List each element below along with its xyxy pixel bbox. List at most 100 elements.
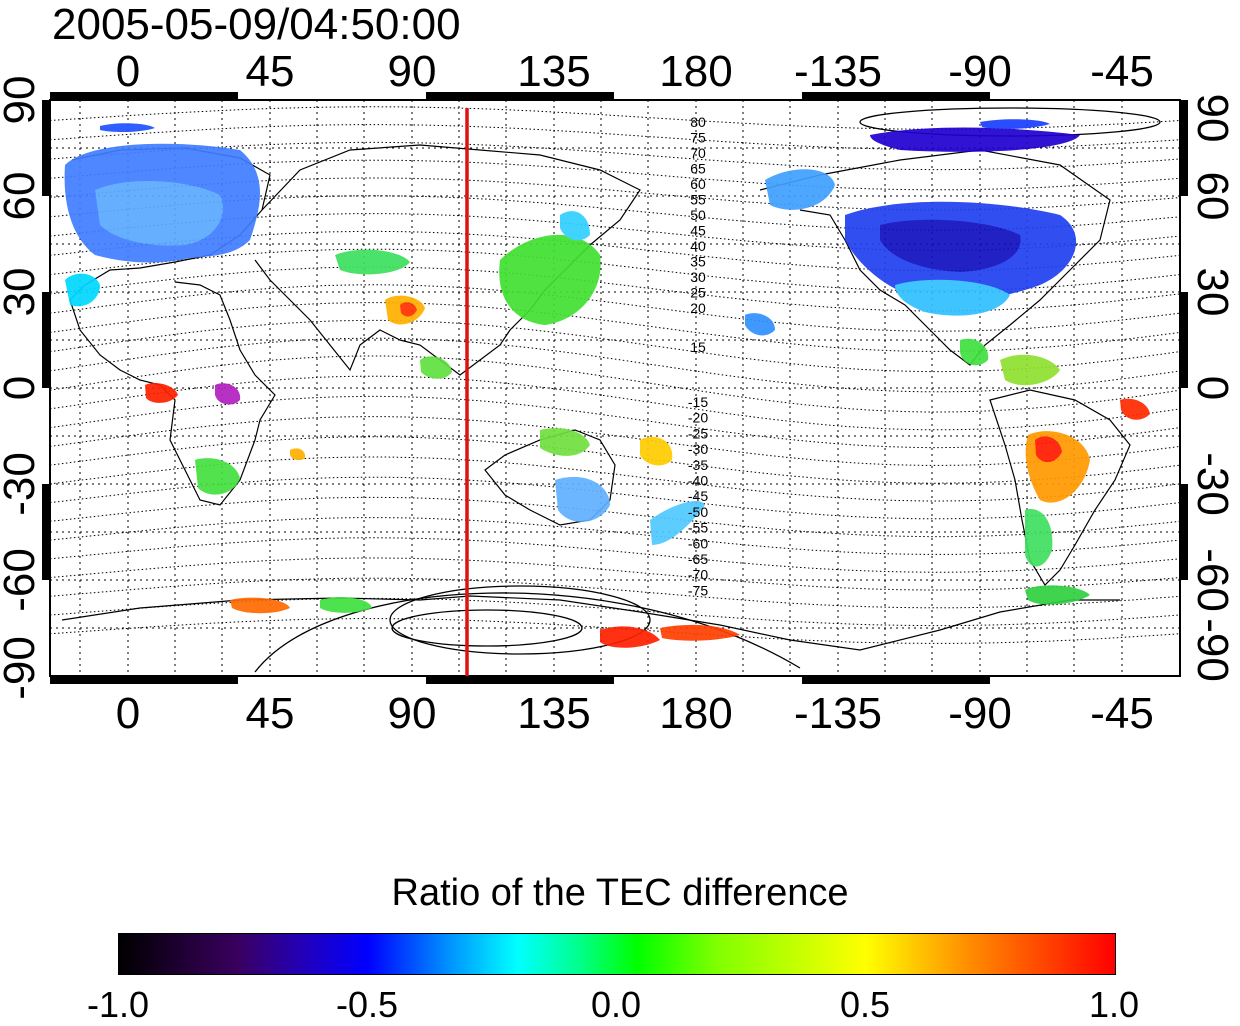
right-lat-label: -60 bbox=[1188, 548, 1237, 612]
top-lon-label: 90 bbox=[388, 47, 437, 96]
bottom-lon-label: -45 bbox=[1090, 689, 1154, 738]
left-latitude-axis: 90 60 30 0 -30 -60 -90 bbox=[0, 76, 44, 700]
magnetic-latitude-label: -65 bbox=[688, 551, 708, 567]
magnetic-latitude-label: 60 bbox=[690, 176, 706, 192]
patch-s-america-n bbox=[1000, 354, 1060, 386]
colorbar-tick-label: -1.0 bbox=[86, 984, 150, 1025]
magnetic-contour-line bbox=[49, 106, 1181, 130]
timestamp-title: 2005-05-09/04:50:00 bbox=[52, 0, 461, 49]
patch-n-america-core bbox=[880, 219, 1021, 272]
right-latitude-axis: 90 60 30 0 -30 -60 -90 bbox=[1188, 94, 1237, 682]
bottom-lon-label: 90 bbox=[388, 689, 437, 738]
colorbar-tick-label: -0.5 bbox=[335, 984, 399, 1025]
left-lat-label: 90 bbox=[0, 76, 44, 125]
colorbar-tick-label: 1.0 bbox=[1088, 984, 1140, 1025]
magnetic-latitude-label: 45 bbox=[690, 223, 706, 239]
magnetic-latitude-label: -55 bbox=[688, 520, 708, 536]
bottom-lon-label: -90 bbox=[948, 689, 1012, 738]
coast-n-america bbox=[759, 149, 1111, 366]
frame-bars bbox=[42, 92, 1188, 684]
magnetic-contour-line bbox=[49, 517, 1181, 555]
patch-sa-coast bbox=[1120, 398, 1150, 420]
patch-e-africa bbox=[215, 383, 241, 405]
magnetic-latitude-label: -15 bbox=[688, 394, 708, 410]
magnetic-latitude-label: 55 bbox=[690, 192, 706, 208]
patch-central-america bbox=[960, 338, 989, 366]
magnetic-latitude-label: 70 bbox=[690, 145, 706, 161]
patch-australia-e bbox=[555, 476, 610, 522]
patch-n-africa bbox=[65, 273, 100, 307]
magnetic-latitude-label: 50 bbox=[690, 207, 706, 223]
patch-arctic-na-2 bbox=[980, 119, 1050, 129]
patch-s-america-red bbox=[1035, 436, 1062, 463]
left-lat-label: 30 bbox=[0, 268, 44, 317]
colorbar bbox=[118, 933, 1116, 975]
magnetic-latitude-label: -60 bbox=[688, 535, 708, 551]
magnetic-contour-line bbox=[49, 537, 1181, 573]
coast-s-america bbox=[989, 389, 1131, 586]
magnetic-latitude-label: -70 bbox=[688, 567, 708, 583]
right-lat-label: 90 bbox=[1188, 94, 1237, 143]
left-lat-label: -60 bbox=[0, 548, 44, 612]
grid-lines bbox=[50, 100, 1180, 676]
patch-antarctic-e bbox=[660, 624, 740, 641]
magnetic-contour-line bbox=[49, 618, 1181, 644]
top-longitude-axis: 0 45 90 135 180 -135 -90 -45 bbox=[116, 47, 1154, 96]
patch-china bbox=[499, 234, 601, 325]
patch-w-africa bbox=[145, 383, 178, 403]
coastlines bbox=[61, 144, 1131, 651]
patch-se-asia bbox=[420, 356, 452, 379]
magnetic-contour-line bbox=[49, 266, 1181, 312]
patch-arctic-eu bbox=[100, 123, 155, 133]
patch-antarctic-w bbox=[230, 597, 290, 614]
patch-asia-west bbox=[335, 249, 410, 275]
coast-antarctica bbox=[61, 595, 1120, 651]
patch-patagonia bbox=[1025, 509, 1053, 567]
patch-antarctic-mid bbox=[320, 597, 372, 613]
top-lon-label: 0 bbox=[116, 47, 140, 96]
magnetic-contour-line bbox=[49, 577, 1181, 609]
left-lat-label: -90 bbox=[0, 636, 44, 700]
patch-nz bbox=[650, 500, 705, 545]
right-lat-label: 0 bbox=[1188, 376, 1237, 400]
patch-antarctic-s bbox=[600, 626, 660, 648]
right-lat-label: -30 bbox=[1188, 452, 1237, 516]
colorbar-title: Ratio of the TEC difference bbox=[391, 872, 849, 914]
colorbar-tick-label: 0.5 bbox=[839, 984, 891, 1025]
magnetic-latitude-label: 15 bbox=[690, 339, 706, 355]
patch-alaska bbox=[765, 169, 835, 210]
patch-pacific-s bbox=[640, 436, 673, 466]
bottom-lon-label: 135 bbox=[517, 689, 590, 738]
magnetic-contour-line bbox=[49, 456, 1181, 502]
patch-australia-n bbox=[540, 428, 590, 456]
magnetic-latitude-label: -30 bbox=[688, 441, 708, 457]
magnetic-contour-line bbox=[49, 337, 1181, 393]
patch-s-africa bbox=[195, 458, 240, 495]
magnetic-contour-line bbox=[49, 375, 1181, 431]
patch-pacific-e bbox=[745, 313, 775, 336]
right-lat-label: 30 bbox=[1188, 268, 1237, 317]
magnetic-contour-line bbox=[49, 557, 1181, 591]
patch-arctic-na bbox=[870, 127, 1080, 152]
top-lon-label: 45 bbox=[246, 47, 295, 96]
top-lon-label: -90 bbox=[948, 47, 1012, 96]
bottom-lon-label: 0 bbox=[116, 689, 140, 738]
magnetic-latitude-label: 75 bbox=[690, 130, 706, 146]
magnetic-latitude-label: 30 bbox=[690, 269, 706, 285]
left-lat-label: -30 bbox=[0, 452, 44, 516]
right-lat-label: -90 bbox=[1188, 618, 1237, 682]
magnetic-contour-line bbox=[49, 355, 1181, 413]
patch-indian-ocean bbox=[290, 448, 306, 461]
bottom-lon-label: 45 bbox=[246, 689, 295, 738]
magnetic-latitude-label: -25 bbox=[688, 425, 708, 441]
top-lon-label: 180 bbox=[659, 47, 732, 96]
top-lon-label: 135 bbox=[517, 47, 590, 96]
magnetic-latitude-label: -20 bbox=[688, 410, 708, 426]
magnetic-contour-line bbox=[49, 124, 1181, 150]
bottom-lon-label: -135 bbox=[794, 689, 882, 738]
patch-japan bbox=[560, 211, 590, 241]
left-lat-label: 0 bbox=[0, 376, 44, 400]
magnetic-latitude-label: 65 bbox=[690, 161, 706, 177]
magnetic-contour-line bbox=[49, 141, 1181, 171]
